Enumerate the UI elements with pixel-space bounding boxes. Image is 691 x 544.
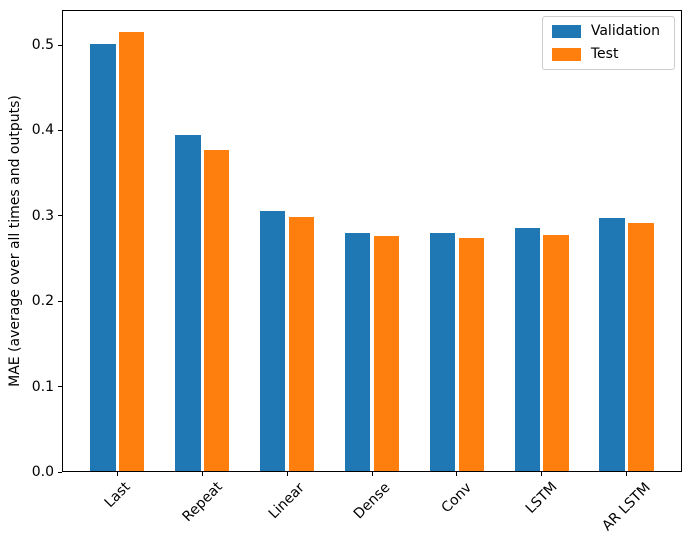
bar-validation-repeat <box>175 134 201 471</box>
bar-validation-linear <box>259 210 286 471</box>
y-tick-label: 0.5 <box>31 37 54 53</box>
bar-test-lstm <box>543 235 569 471</box>
y-tick-mark <box>58 471 62 473</box>
x-tick-label-last: Last <box>101 479 134 512</box>
legend-label: Test <box>590 46 619 62</box>
y-tick-label: 0.0 <box>31 464 54 480</box>
x-tick-label-linear: Linear <box>265 479 308 522</box>
x-tick-label-ar-lstm: AR LSTM <box>599 479 654 534</box>
bar-test-last <box>119 32 145 471</box>
x-tick-mark <box>456 472 458 476</box>
legend-swatch-validation <box>551 25 581 38</box>
y-tick-mark <box>58 300 62 302</box>
bar-validation-last <box>90 44 116 471</box>
legend-item-validation: Validation <box>551 23 664 39</box>
legend-item-test: Test <box>551 46 664 62</box>
legend-swatch-test <box>551 48 581 61</box>
x-tick-label-repeat: Repeat <box>179 479 226 526</box>
y-tick-label: 0.3 <box>31 207 54 224</box>
y-tick-mark <box>58 215 62 217</box>
bar-validation-lstm <box>514 227 541 471</box>
y-tick-mark <box>58 129 62 131</box>
y-tick-mark <box>58 44 62 46</box>
bar-test-conv <box>458 238 485 471</box>
legend-label: Validation <box>590 23 660 39</box>
bar-validation-conv <box>429 232 456 471</box>
bar-validation-ar-lstm <box>599 217 625 471</box>
y-tick-label: 0.1 <box>31 378 54 395</box>
legend: Validation Test <box>541 16 675 70</box>
bar-test-repeat <box>203 150 230 471</box>
x-tick-mark <box>201 472 203 476</box>
y-axis-label: MAE (average over all times and outputs) <box>7 95 23 387</box>
plot-area: Validation Test <box>62 10 682 472</box>
x-tick-label-conv: Conv <box>438 479 475 516</box>
y-tick-label: 0.4 <box>31 122 54 139</box>
y-tick-label: 0.2 <box>31 293 54 310</box>
x-tick-mark <box>371 472 373 476</box>
x-tick-label-dense: Dense <box>350 479 394 522</box>
bar-test-linear <box>288 216 315 471</box>
x-tick-mark <box>541 472 543 476</box>
bar-test-dense <box>373 236 400 471</box>
bar-validation-dense <box>344 232 371 471</box>
y-tick-mark <box>58 386 62 388</box>
x-tick-label-lstm: LSTM <box>523 479 561 517</box>
x-tick-mark <box>626 472 628 476</box>
x-tick-mark <box>116 472 118 476</box>
bar-test-ar-lstm <box>628 222 654 471</box>
x-tick-mark <box>286 472 288 476</box>
